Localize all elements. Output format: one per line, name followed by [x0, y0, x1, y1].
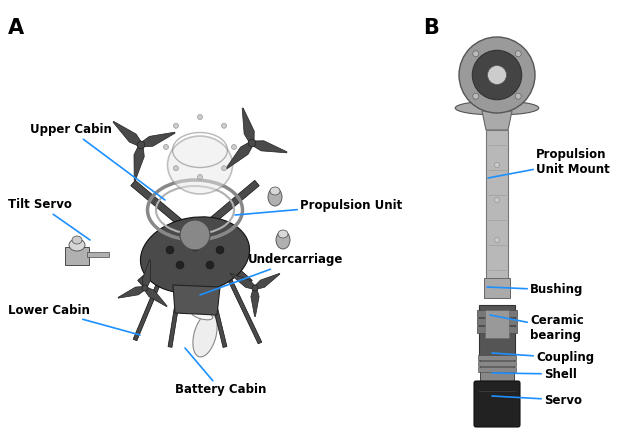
Ellipse shape: [69, 239, 85, 251]
Circle shape: [248, 139, 256, 147]
Circle shape: [191, 243, 199, 251]
Text: Servo: Servo: [492, 393, 582, 406]
Ellipse shape: [191, 310, 212, 320]
Polygon shape: [144, 287, 167, 306]
Polygon shape: [173, 285, 220, 315]
Circle shape: [473, 93, 479, 99]
Text: Tilt Servo: Tilt Servo: [8, 198, 90, 240]
Circle shape: [459, 37, 535, 113]
Text: Lower Cabin: Lower Cabin: [8, 303, 140, 335]
Polygon shape: [143, 260, 150, 288]
Bar: [477, 310, 517, 317]
Polygon shape: [228, 279, 262, 344]
Polygon shape: [133, 279, 162, 341]
Ellipse shape: [278, 230, 288, 238]
Circle shape: [176, 261, 184, 269]
Polygon shape: [251, 288, 259, 316]
Polygon shape: [230, 273, 256, 289]
Bar: [478, 367, 516, 372]
Circle shape: [495, 237, 499, 242]
Circle shape: [137, 141, 145, 149]
Polygon shape: [482, 111, 512, 130]
Ellipse shape: [276, 231, 290, 249]
Polygon shape: [168, 284, 182, 347]
Ellipse shape: [270, 187, 280, 195]
Circle shape: [142, 285, 148, 291]
Polygon shape: [193, 180, 259, 238]
Bar: [479, 305, 515, 360]
Circle shape: [221, 166, 227, 171]
Circle shape: [495, 163, 499, 168]
Ellipse shape: [72, 236, 82, 244]
Circle shape: [488, 65, 506, 85]
Polygon shape: [134, 145, 144, 181]
Circle shape: [206, 261, 214, 269]
Circle shape: [173, 123, 179, 128]
Text: B: B: [423, 18, 439, 38]
Polygon shape: [113, 121, 142, 146]
Text: A: A: [8, 18, 24, 38]
Ellipse shape: [168, 136, 232, 194]
Circle shape: [173, 166, 179, 171]
Bar: [478, 355, 516, 360]
Text: Shell: Shell: [492, 367, 577, 380]
Ellipse shape: [140, 217, 250, 293]
Circle shape: [221, 123, 227, 128]
Bar: [486, 130, 508, 295]
Polygon shape: [131, 180, 197, 238]
Polygon shape: [118, 286, 145, 298]
Circle shape: [216, 246, 224, 254]
Text: Propulsion
Unit Mount: Propulsion Unit Mount: [488, 148, 610, 178]
Bar: [485, 310, 509, 338]
Text: Propulsion Unit: Propulsion Unit: [235, 198, 403, 215]
Circle shape: [472, 50, 522, 100]
Circle shape: [180, 220, 210, 250]
Circle shape: [198, 115, 202, 120]
Polygon shape: [226, 142, 253, 169]
Bar: [87, 252, 109, 257]
Text: Ceramic
bearing: Ceramic bearing: [490, 314, 584, 342]
Bar: [477, 318, 517, 325]
FancyBboxPatch shape: [474, 381, 520, 427]
Ellipse shape: [268, 188, 282, 206]
Circle shape: [473, 51, 479, 57]
Bar: [477, 326, 517, 333]
Circle shape: [198, 175, 202, 180]
Polygon shape: [254, 273, 280, 289]
Polygon shape: [140, 132, 175, 147]
Polygon shape: [242, 108, 254, 143]
Polygon shape: [208, 284, 227, 348]
Circle shape: [495, 198, 499, 202]
Circle shape: [252, 285, 258, 291]
Polygon shape: [252, 141, 287, 153]
Text: Undercarriage: Undercarriage: [200, 254, 344, 295]
Circle shape: [232, 145, 237, 150]
Text: Coupling: Coupling: [492, 352, 594, 365]
Circle shape: [166, 246, 174, 254]
Polygon shape: [138, 233, 197, 286]
Text: Battery Cabin: Battery Cabin: [175, 348, 266, 396]
Ellipse shape: [193, 313, 217, 357]
Bar: [478, 361, 516, 366]
Bar: [65, 247, 89, 265]
Polygon shape: [193, 233, 252, 286]
Circle shape: [163, 145, 168, 150]
Bar: [484, 278, 510, 298]
Circle shape: [515, 51, 521, 57]
Text: Bushing: Bushing: [487, 284, 584, 297]
Circle shape: [515, 93, 521, 99]
Text: Upper Cabin: Upper Cabin: [30, 124, 165, 200]
Bar: [480, 358, 514, 385]
Ellipse shape: [455, 101, 539, 115]
